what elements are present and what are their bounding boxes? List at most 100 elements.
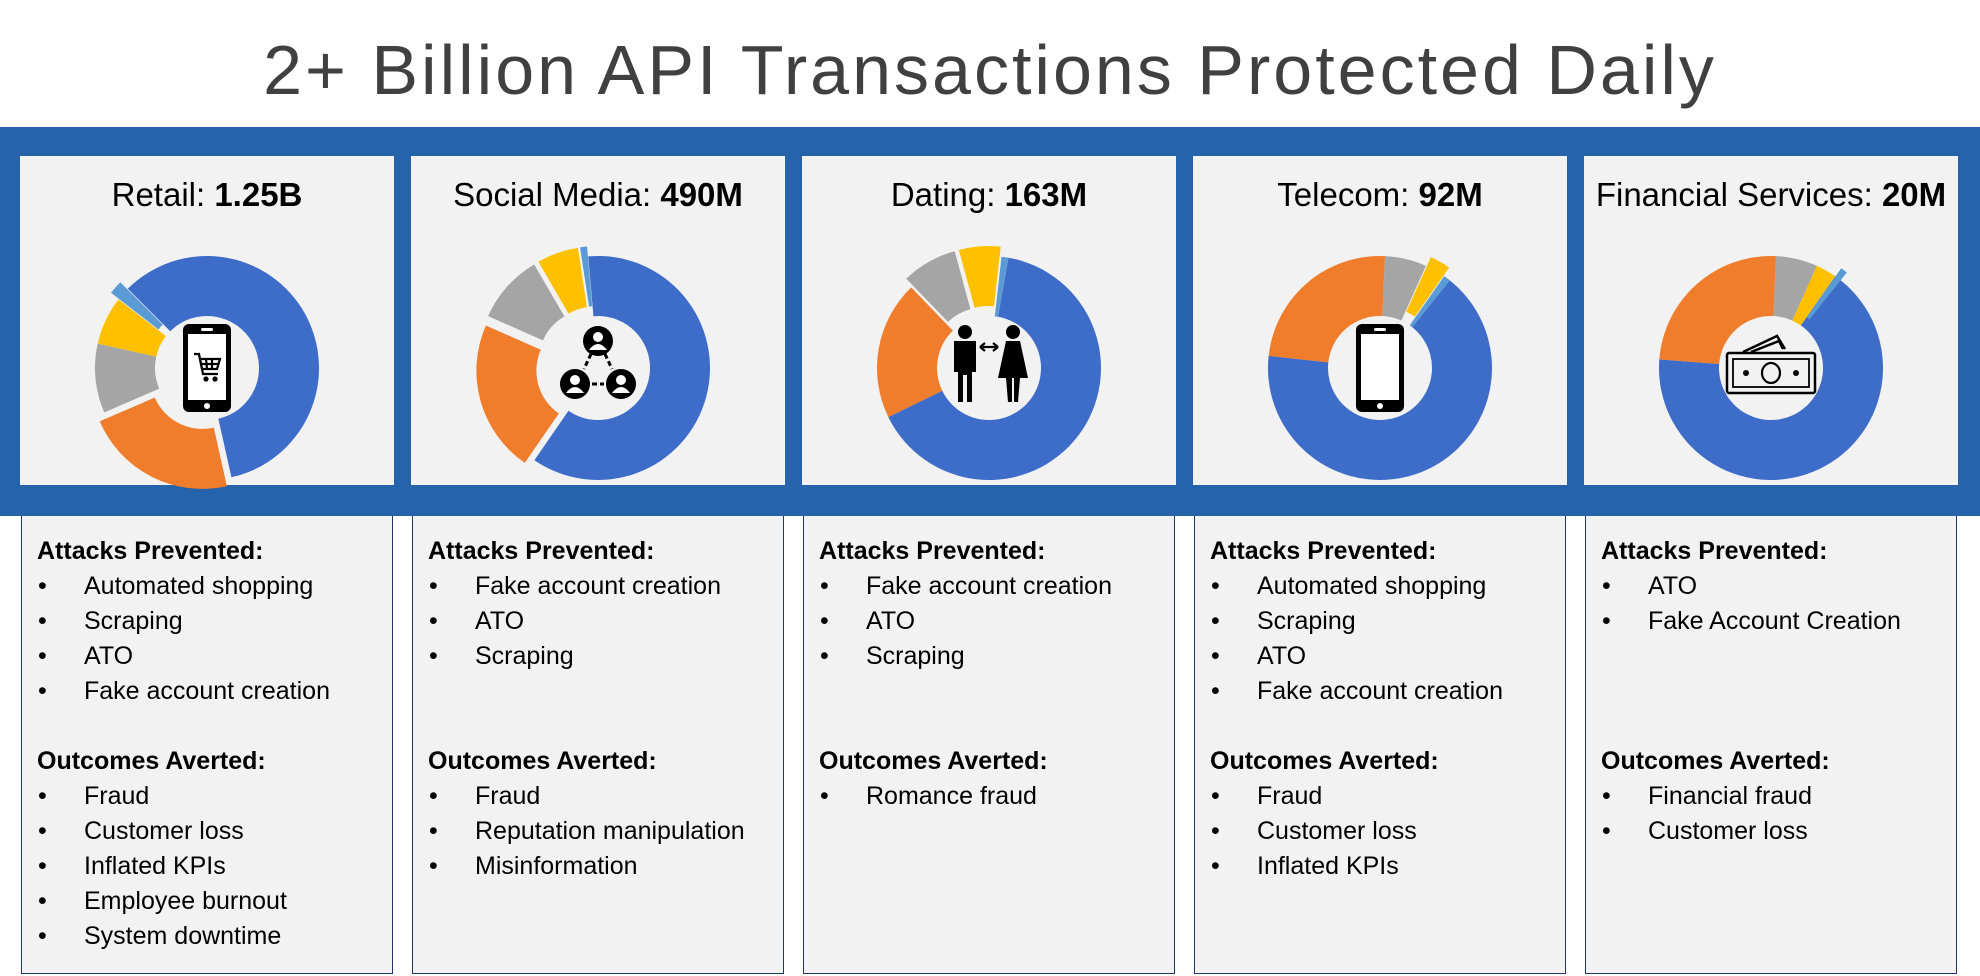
list-item: Reputation manipulation xyxy=(413,814,745,849)
social-network-icon xyxy=(560,326,636,399)
donut-slice xyxy=(1268,276,1492,480)
list-panel-dating: Attacks Prevented: Fake account creationA… xyxy=(803,516,1175,974)
donut-slice xyxy=(1659,256,1777,365)
attacks-prevented-title: Attacks Prevented: xyxy=(428,537,655,565)
list-item: Customer loss xyxy=(1586,814,1812,849)
donut-slice xyxy=(97,299,166,357)
donut-slice xyxy=(906,251,971,322)
list-item: ATO xyxy=(1586,569,1901,604)
list-item: Fake account creation xyxy=(1195,674,1503,709)
sector-name: Retail: xyxy=(111,176,215,213)
list-item: Fraud xyxy=(22,779,287,814)
list-panel-telecom: Attacks Prevented: Automated shoppingScra… xyxy=(1194,516,1566,974)
list-item: Inflated KPIs xyxy=(1195,849,1417,884)
attacks-list: ATOFake Account Creation xyxy=(1586,569,1901,639)
donut-slice xyxy=(95,343,160,413)
card-heading: Dating: 163M xyxy=(802,174,1176,216)
donut-slice xyxy=(888,257,1101,480)
attacks-list: Automated shoppingScrapingATOFake accoun… xyxy=(1195,569,1503,709)
attacks-list: Automated shoppingScrapingATOFake accoun… xyxy=(22,569,330,709)
list-item: Scraping xyxy=(413,639,721,674)
card-heading: Financial Services: 20M xyxy=(1584,174,1958,216)
transaction-total: 163M xyxy=(1004,176,1088,213)
list-panel-financial-services: Attacks Prevented: ATOFake Account Creati… xyxy=(1585,516,1957,974)
donut-slice xyxy=(1806,268,1847,320)
mobile-phone-icon xyxy=(1356,324,1404,412)
transaction-total: 20M xyxy=(1881,176,1947,213)
donut-chart xyxy=(95,256,319,489)
attacks-list: Fake account creationATOScraping xyxy=(804,569,1112,674)
donut-slice xyxy=(877,287,953,418)
shopping-cart-phone-icon xyxy=(183,324,231,412)
list-item: ATO xyxy=(1195,639,1503,674)
outcomes-averted-title: Outcomes Averted: xyxy=(819,747,1048,775)
card-heading: Social Media: 490M xyxy=(411,174,785,216)
list-item: Scraping xyxy=(1195,604,1503,639)
list-item: Fake account creation xyxy=(804,569,1112,604)
outcomes-list: FraudCustomer lossInflated KPIsEmployee … xyxy=(22,779,287,954)
outcomes-averted-title: Outcomes Averted: xyxy=(1601,747,1830,775)
chart-card-dating: Dating: 163M xyxy=(802,156,1176,485)
list-panel-retail: Attacks Prevented: Automated shoppingScra… xyxy=(21,516,393,974)
donut-slice xyxy=(534,256,710,480)
list-item: Fake account creation xyxy=(22,674,330,709)
donut-slice xyxy=(127,256,319,478)
donut-chart xyxy=(877,246,1101,480)
outcomes-list: Romance fraud xyxy=(804,779,1037,814)
donut-slice xyxy=(1382,256,1426,321)
chart-card-financial-services: Financial Services: 20M xyxy=(1584,156,1958,485)
list-item: ATO xyxy=(22,639,330,674)
list-item: Automated shopping xyxy=(1195,569,1503,604)
outcomes-list: FraudCustomer lossInflated KPIs xyxy=(1195,779,1417,884)
transaction-total: 92M xyxy=(1418,176,1483,213)
outcomes-list: Financial fraudCustomer loss xyxy=(1586,779,1812,849)
list-item: Scraping xyxy=(22,604,330,639)
list-item: Fraud xyxy=(413,779,745,814)
transaction-total: 1.25B xyxy=(214,176,303,213)
chart-card-telecom: Telecom: 92M xyxy=(1193,156,1567,485)
list-item: Financial fraud xyxy=(1586,779,1812,814)
list-item: Misinformation xyxy=(413,849,745,884)
donut-slice xyxy=(1268,256,1386,363)
donut-slice xyxy=(488,264,565,341)
couple-icon xyxy=(954,325,1028,402)
donut-slice xyxy=(994,256,1009,317)
list-item: Employee burnout xyxy=(22,884,287,919)
list-item: Customer loss xyxy=(1195,814,1417,849)
donut-chart xyxy=(1659,256,1883,480)
donut-slice xyxy=(99,397,227,489)
list-item: ATO xyxy=(804,604,1112,639)
donut-slice xyxy=(538,247,587,314)
outcomes-averted-title: Outcomes Averted: xyxy=(37,747,266,775)
cash-money-icon xyxy=(1725,334,1817,395)
sector-name: Social Media: xyxy=(453,176,661,213)
sector-name: Dating: xyxy=(890,176,1005,213)
donut-chart xyxy=(1268,256,1492,480)
outcomes-averted-title: Outcomes Averted: xyxy=(428,747,657,775)
donut-chart xyxy=(476,246,710,480)
card-heading: Retail: 1.25B xyxy=(20,174,394,216)
donut-slice xyxy=(1773,256,1817,321)
outcomes-list: FraudReputation manipulationMisinformati… xyxy=(413,779,745,884)
chart-card-social-media: Social Media: 490M xyxy=(411,156,785,485)
donut-slice xyxy=(1406,257,1450,317)
list-item: System downtime xyxy=(22,919,287,954)
attacks-prevented-title: Attacks Prevented: xyxy=(1601,537,1828,565)
page-title: 2+ Billion API Transactions Protected Da… xyxy=(263,31,1717,109)
attacks-prevented-title: Attacks Prevented: xyxy=(819,537,1046,565)
list-item: Fake account creation xyxy=(413,569,721,604)
donut-slice xyxy=(580,246,593,307)
card-heading: Telecom: 92M xyxy=(1193,174,1567,216)
donut-slice xyxy=(476,325,559,463)
attacks-prevented-title: Attacks Prevented: xyxy=(37,537,264,565)
list-item: Customer loss xyxy=(22,814,287,849)
donut-slice xyxy=(958,246,1001,308)
attacks-list: Fake account creationATOScraping xyxy=(413,569,721,674)
sector-name: Financial Services: xyxy=(1595,176,1882,213)
transaction-total: 490M xyxy=(660,176,743,213)
outcomes-averted-title: Outcomes Averted: xyxy=(1210,747,1439,775)
sector-name: Telecom: xyxy=(1277,176,1419,213)
list-item: Inflated KPIs xyxy=(22,849,287,884)
donut-slice xyxy=(1792,265,1836,326)
list-item: ATO xyxy=(413,604,721,639)
